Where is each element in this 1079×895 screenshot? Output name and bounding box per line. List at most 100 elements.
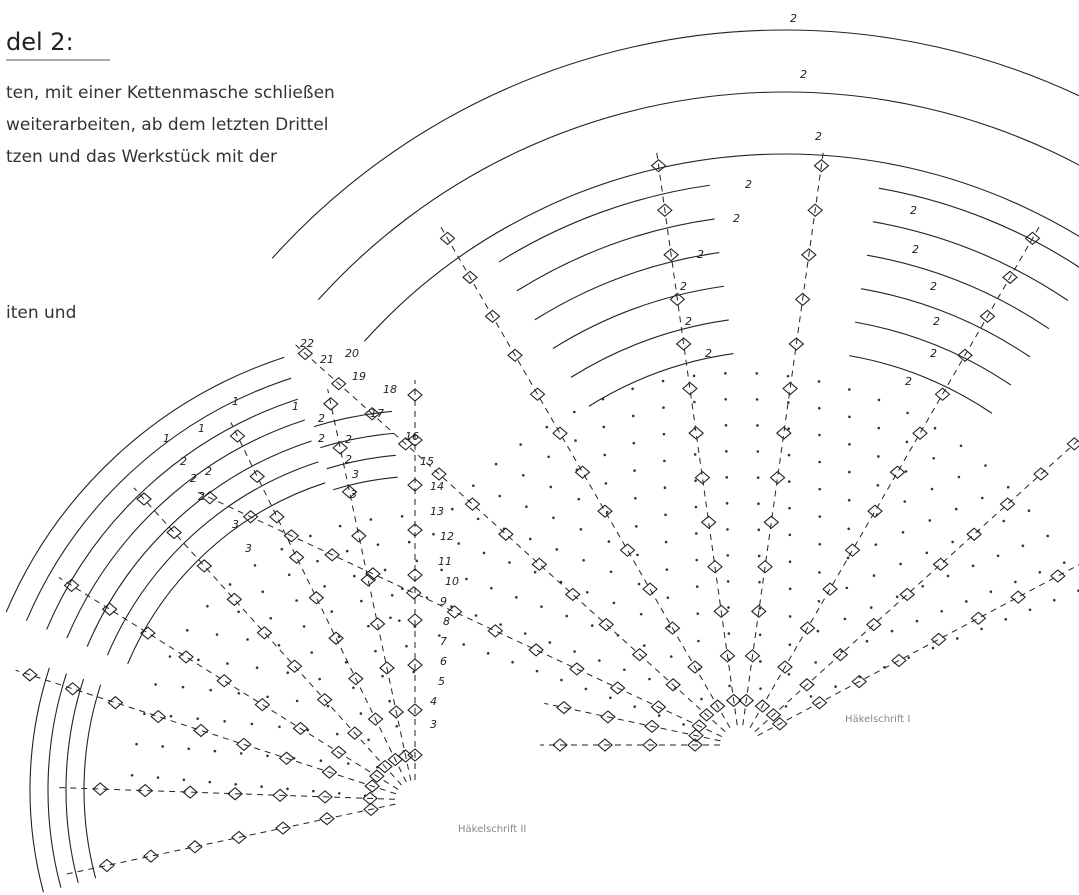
chain-dot bbox=[288, 573, 291, 576]
chain-dot bbox=[261, 590, 264, 593]
arc-label: 2 bbox=[318, 412, 325, 425]
stitch-symbol bbox=[868, 505, 882, 517]
chain-dot bbox=[135, 743, 138, 746]
arc-label: 2 bbox=[680, 280, 687, 293]
chain-dot bbox=[585, 688, 588, 691]
chain-dot bbox=[700, 698, 703, 701]
chain-dot bbox=[214, 750, 217, 753]
chain-dot bbox=[515, 596, 518, 599]
chain-dot bbox=[1022, 545, 1025, 548]
chain-dot bbox=[296, 700, 299, 703]
stitch-symbol bbox=[488, 625, 502, 637]
chain-dot bbox=[338, 792, 341, 795]
chain-dot bbox=[525, 505, 528, 508]
chain-dot bbox=[318, 678, 321, 681]
chain-dot bbox=[951, 541, 954, 544]
stitch-symbol bbox=[702, 516, 716, 528]
stitch-spoke bbox=[755, 431, 1079, 732]
arc-label: 2 bbox=[190, 472, 197, 485]
chain-dot bbox=[295, 599, 298, 602]
chain-dot bbox=[307, 729, 310, 732]
chain-dot bbox=[846, 587, 849, 590]
arc-label: 1 bbox=[198, 422, 205, 435]
stitch-arc bbox=[589, 354, 734, 407]
chain-dot bbox=[508, 561, 511, 564]
row-number: 11 bbox=[438, 555, 452, 568]
stitch-symbol bbox=[270, 511, 284, 523]
stitch-arc bbox=[499, 185, 710, 262]
stitch-symbol bbox=[621, 544, 635, 556]
arc-label: 2 bbox=[733, 212, 740, 225]
row-number: 20 bbox=[345, 347, 359, 360]
chain-dot bbox=[757, 502, 760, 505]
stitch-symbol bbox=[846, 544, 860, 556]
arc-label: 3 bbox=[245, 542, 252, 555]
chain-dot bbox=[697, 640, 700, 643]
chain-dot bbox=[511, 661, 514, 664]
chain-dot bbox=[208, 781, 211, 784]
chain-dot bbox=[286, 671, 289, 674]
chain-dot bbox=[617, 634, 620, 637]
chain-dot bbox=[367, 625, 370, 628]
chain-dot bbox=[408, 541, 411, 544]
chain-dot bbox=[367, 739, 370, 742]
chain-dot bbox=[395, 725, 398, 728]
chain-dot bbox=[631, 388, 634, 391]
arc-label: 2 bbox=[912, 243, 919, 256]
chain-dot bbox=[817, 630, 820, 633]
stitch-spoke bbox=[544, 703, 720, 740]
chain-dot bbox=[426, 596, 429, 599]
chain-dot bbox=[598, 659, 601, 662]
row-number: 16 bbox=[405, 430, 419, 443]
chain-dot bbox=[495, 463, 498, 466]
stitch-arc bbox=[320, 433, 393, 447]
chain-dot bbox=[725, 424, 728, 427]
chain-dot bbox=[432, 533, 435, 536]
chain-dot bbox=[381, 675, 384, 678]
chain-dot bbox=[603, 454, 606, 457]
stitch-symbol bbox=[167, 526, 181, 538]
chain-dot bbox=[360, 712, 363, 715]
chain-dot bbox=[758, 555, 761, 558]
chain-dot bbox=[1063, 561, 1066, 564]
row-number: 22 bbox=[300, 337, 314, 350]
chain-dot bbox=[345, 661, 348, 664]
chain-dot bbox=[981, 497, 984, 500]
stitch-symbol bbox=[913, 427, 927, 439]
chain-dot bbox=[576, 468, 579, 471]
chain-dot bbox=[818, 434, 821, 437]
chain-dot bbox=[788, 507, 791, 510]
chain-dot bbox=[695, 559, 698, 562]
chain-dot bbox=[256, 666, 259, 669]
chain-dot bbox=[789, 615, 792, 618]
chain-dot bbox=[757, 476, 760, 479]
stitch-symbol bbox=[227, 593, 241, 605]
chain-dot bbox=[384, 569, 387, 572]
chain-dot bbox=[483, 552, 486, 555]
stitch-symbol bbox=[891, 466, 905, 478]
stitch-arc bbox=[48, 674, 66, 888]
chain-dot bbox=[602, 398, 605, 401]
chain-dot bbox=[664, 513, 667, 516]
chain-dot bbox=[143, 712, 146, 715]
stitch-symbol bbox=[217, 675, 231, 687]
stitch-symbol bbox=[309, 592, 323, 604]
chain-dot bbox=[266, 695, 269, 698]
arc-label: 2 bbox=[345, 453, 352, 466]
chain-dot bbox=[609, 697, 612, 700]
stitch-arc bbox=[327, 455, 396, 468]
text-line: weiterarbeiten, ab dem letzten Drittel bbox=[6, 115, 329, 135]
chain-dot bbox=[693, 427, 696, 430]
stitch-symbol bbox=[598, 505, 612, 517]
chain-dot bbox=[932, 457, 935, 460]
chain-dot bbox=[634, 497, 637, 500]
stitch-symbol bbox=[557, 702, 571, 714]
chain-dot bbox=[327, 705, 330, 708]
arc-label: 2 bbox=[930, 347, 937, 360]
stitch-symbol bbox=[689, 427, 703, 439]
stitch-symbol bbox=[257, 627, 271, 639]
stitch-symbol bbox=[932, 633, 946, 645]
chain-dot bbox=[286, 788, 289, 791]
chain-dot bbox=[667, 596, 670, 599]
chain-dot bbox=[377, 543, 380, 546]
